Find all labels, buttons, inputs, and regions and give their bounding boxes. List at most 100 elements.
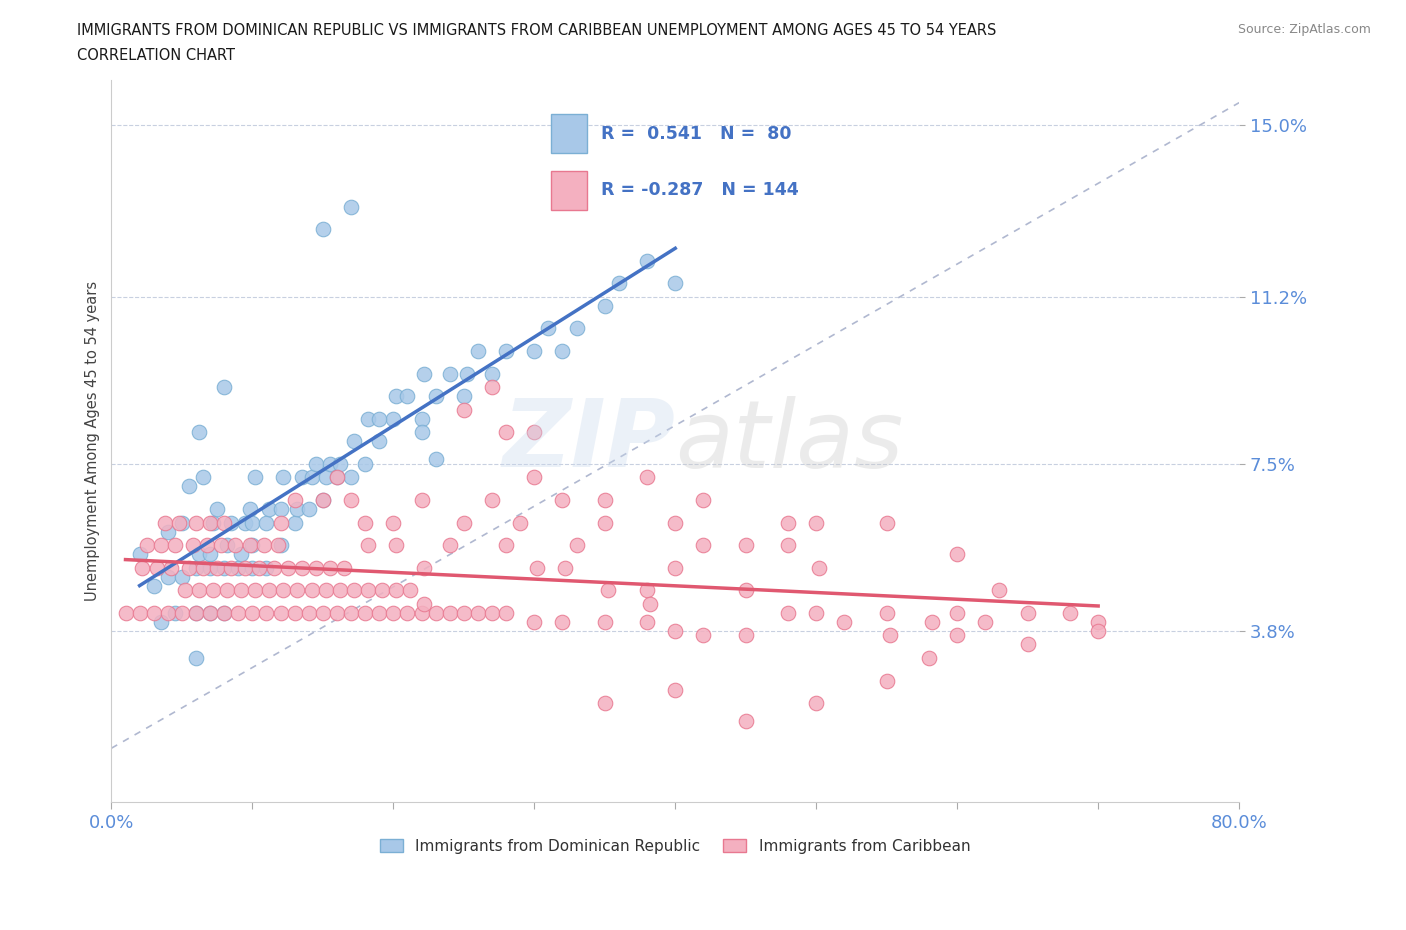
Point <box>284 605 307 620</box>
Point <box>368 433 391 448</box>
Point <box>481 366 503 381</box>
Point <box>238 538 260 552</box>
Point <box>224 538 246 552</box>
Point <box>156 605 179 620</box>
Point <box>273 470 295 485</box>
Point <box>357 411 380 426</box>
Point <box>481 493 503 508</box>
Point <box>554 560 576 575</box>
Point <box>145 560 167 575</box>
Point <box>1059 605 1081 620</box>
Point <box>664 682 686 697</box>
Point <box>177 560 200 575</box>
Point <box>187 425 209 440</box>
Text: ZIP: ZIP <box>502 395 675 487</box>
Point <box>876 673 898 688</box>
Point <box>988 583 1011 598</box>
Point <box>181 538 204 552</box>
Point <box>187 547 209 562</box>
Point <box>195 538 218 552</box>
Point <box>270 501 292 516</box>
Point <box>357 583 380 598</box>
Point <box>198 560 221 575</box>
Point <box>198 515 221 530</box>
Point <box>371 583 394 598</box>
Point <box>565 321 588 336</box>
Point <box>240 538 263 552</box>
Point <box>523 615 546 630</box>
Point <box>312 605 335 620</box>
Point <box>551 493 574 508</box>
Point <box>201 515 224 530</box>
Point <box>974 615 997 630</box>
Point <box>636 470 658 485</box>
Point <box>411 411 433 426</box>
Point <box>946 628 969 643</box>
Point <box>245 470 267 485</box>
Point <box>291 560 314 575</box>
Point <box>187 583 209 598</box>
Point <box>425 452 447 467</box>
Point <box>565 538 588 552</box>
Point <box>315 470 337 485</box>
Point <box>240 560 263 575</box>
Point <box>245 583 267 598</box>
Point <box>368 605 391 620</box>
Point <box>396 605 419 620</box>
Point <box>219 515 242 530</box>
Point <box>153 515 176 530</box>
Point <box>273 583 295 598</box>
Point <box>259 501 281 516</box>
Point <box>776 605 799 620</box>
Text: CORRELATION CHART: CORRELATION CHART <box>77 48 235 63</box>
Point <box>333 560 356 575</box>
Point <box>238 501 260 516</box>
Point <box>664 515 686 530</box>
Point <box>212 515 235 530</box>
Point <box>509 515 531 530</box>
Point <box>233 515 256 530</box>
Point <box>523 470 546 485</box>
Point <box>453 605 475 620</box>
Text: Source: ZipAtlas.com: Source: ZipAtlas.com <box>1237 23 1371 36</box>
Point <box>876 605 898 620</box>
Point <box>523 343 546 358</box>
Point <box>467 605 489 620</box>
Point <box>382 515 405 530</box>
Point <box>396 389 419 404</box>
Point <box>301 583 323 598</box>
Point <box>596 583 619 598</box>
Point <box>453 402 475 417</box>
Point <box>593 696 616 711</box>
Point <box>453 515 475 530</box>
Point <box>270 605 292 620</box>
Point <box>879 628 901 643</box>
Point <box>481 605 503 620</box>
Point <box>149 615 172 630</box>
Point <box>368 411 391 426</box>
Point <box>385 538 408 552</box>
Point <box>607 276 630 291</box>
Point <box>215 583 238 598</box>
Point <box>305 560 328 575</box>
Point <box>226 560 249 575</box>
Point <box>229 547 252 562</box>
Point <box>184 650 207 665</box>
Point <box>876 515 898 530</box>
Point <box>270 515 292 530</box>
Point <box>329 457 352 472</box>
Point <box>734 583 756 598</box>
Point <box>495 538 517 552</box>
Point <box>198 547 221 562</box>
Y-axis label: Unemployment Among Ages 45 to 54 years: Unemployment Among Ages 45 to 54 years <box>86 281 100 602</box>
Point <box>263 560 285 575</box>
Point <box>411 605 433 620</box>
Point <box>205 560 228 575</box>
Point <box>453 389 475 404</box>
Point <box>806 515 828 530</box>
Point <box>340 199 363 214</box>
Point <box>240 605 263 620</box>
Point <box>184 560 207 575</box>
Point <box>156 569 179 584</box>
Point <box>170 569 193 584</box>
